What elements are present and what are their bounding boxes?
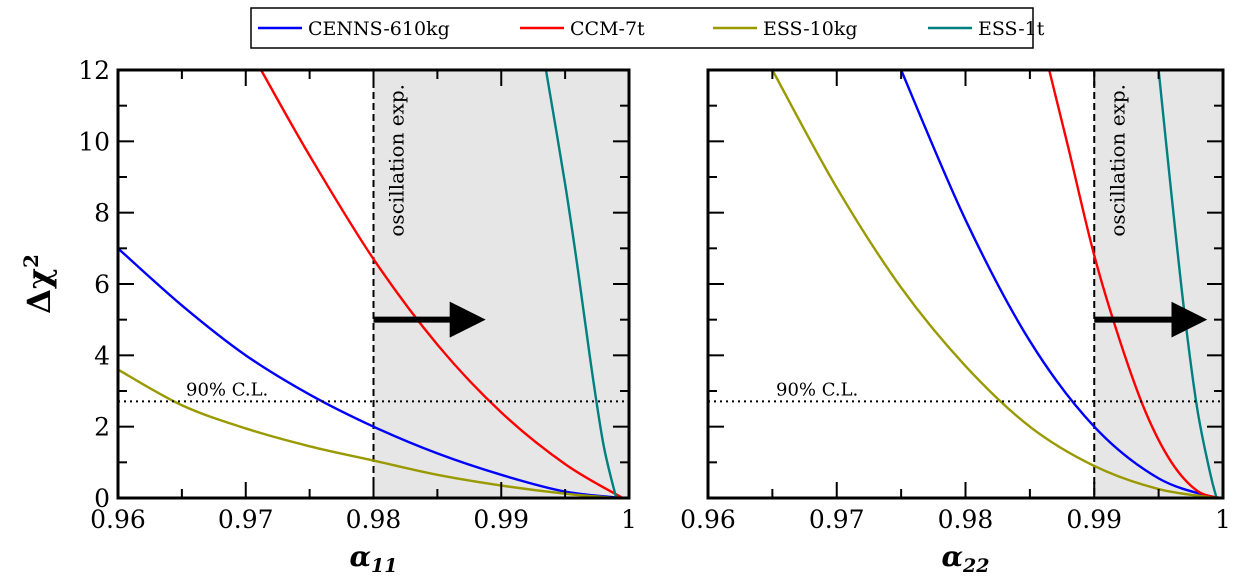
y-tick-label: 12 — [78, 56, 110, 85]
series-line-ess-10kg — [118, 368, 617, 498]
series-line-ccm-7t — [1048, 70, 1221, 498]
x-tick-label: 1 — [1215, 505, 1231, 534]
y-tick-label: 4 — [94, 341, 110, 370]
oscillation-label: oscillation exp. — [1105, 84, 1129, 237]
x-tick-label: 1 — [621, 505, 637, 534]
series-line-ess-1t — [544, 70, 618, 498]
x-axis-label: α11 — [350, 540, 398, 576]
legend: CENNS-610kg CCM-7t ESS-10kg ESS-1t — [250, 7, 1045, 49]
series-line-cenns-610kg — [118, 247, 623, 498]
x-axis-label: α22 — [942, 540, 990, 576]
legend-entry-label: ESS-10kg — [763, 18, 858, 40]
y-tick-label: 2 — [94, 413, 110, 442]
cl-label: 90% C.L. — [776, 379, 858, 400]
legend-box — [250, 7, 1034, 49]
y-tick-label: 8 — [94, 199, 110, 228]
series-line-ccm-7t — [260, 70, 624, 498]
y-axis-label: Δχ2 — [19, 254, 58, 314]
x-tick-label: 0.96 — [90, 505, 146, 534]
legend-entry-label: ESS-1t — [978, 18, 1045, 40]
series-line-ess-10kg — [771, 70, 1217, 498]
x-tick-label: 0.96 — [680, 505, 736, 534]
cl-label: 90% C.L. — [186, 379, 268, 400]
x-tick-label: 0.99 — [1066, 505, 1122, 534]
y-tick-label: 6 — [94, 270, 110, 299]
panel-alpha-22: 90% C.L. oscillation exp. 0.96 0.97 0.98 0.99… — [680, 68, 1231, 576]
x-tick-label: 0.97 — [218, 505, 274, 534]
series-line-cenns-610kg — [900, 70, 1217, 498]
x-tick-label: 0.98 — [346, 505, 402, 534]
shaded-region — [373, 70, 629, 498]
x-tick-label: 0.98 — [938, 505, 994, 534]
oscillation-label: oscillation exp. — [385, 84, 409, 237]
x-tick-label: 0.99 — [473, 505, 529, 534]
legend-entry-label: CCM-7t — [570, 18, 645, 40]
panel-alpha-11: 90% C.L. oscillation exp. 0.96 0.97 0.98 0.99… — [19, 56, 637, 576]
x-tick-label: 0.97 — [809, 505, 865, 534]
y-tick-label: 10 — [78, 127, 110, 156]
legend-entry-label: CENNS-610kg — [308, 18, 450, 40]
y-tick-label: 0 — [94, 484, 110, 513]
